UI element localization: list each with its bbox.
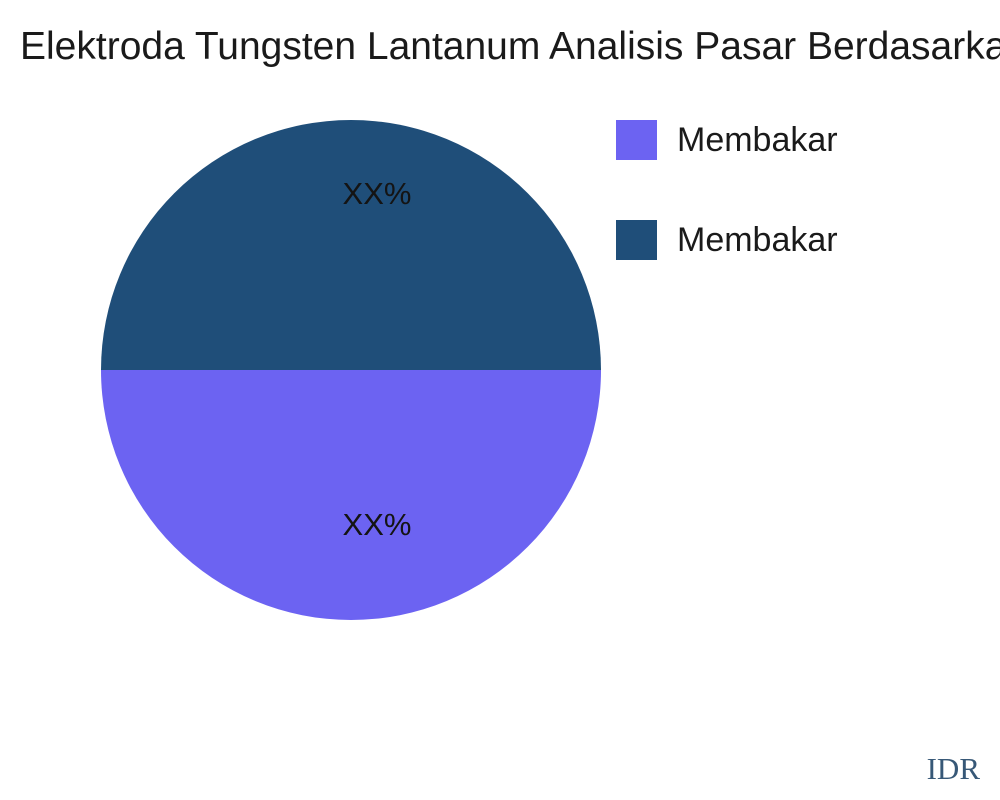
svg-text:XX%: XX% [343,507,412,542]
svg-text:XX%: XX% [343,176,412,211]
